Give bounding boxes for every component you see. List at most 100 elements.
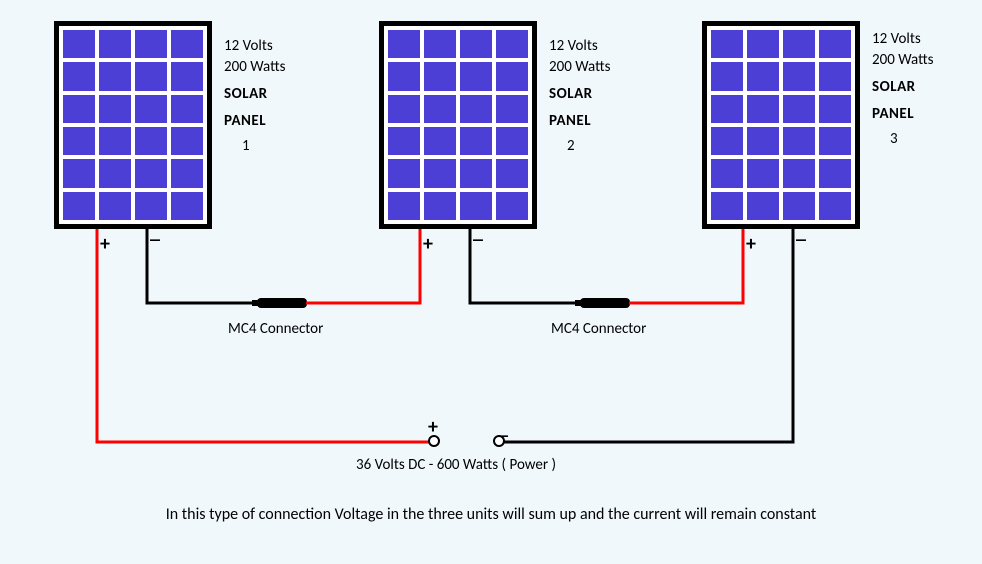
connection-description: In this type of connection Voltage in th… <box>0 505 982 524</box>
output-power-label: 36 Volts DC - 600 Watts ( Power ) <box>356 456 556 474</box>
solar-cell <box>460 95 492 123</box>
solar-cell <box>460 30 492 58</box>
solar-cell <box>388 30 420 58</box>
solar-cell <box>424 30 456 58</box>
solar-cell <box>388 95 420 123</box>
solar-cell <box>63 30 95 58</box>
solar-cell <box>711 159 743 187</box>
panel-1-pos-terminal-icon: + <box>100 234 110 254</box>
solar-panel-1 <box>54 21 212 229</box>
panel-1-number: 1 <box>224 136 334 157</box>
solar-cell <box>63 159 95 187</box>
solar-cell <box>819 62 851 90</box>
solar-cell <box>783 159 815 187</box>
panel-3-number: 3 <box>872 129 982 150</box>
solar-cell <box>388 192 420 220</box>
solar-cell <box>171 159 203 187</box>
solar-cell <box>135 159 167 187</box>
solar-cell <box>819 95 851 123</box>
solar-cell <box>424 127 456 155</box>
solar-cell <box>711 192 743 220</box>
solar-cell <box>63 95 95 123</box>
solar-cell <box>424 192 456 220</box>
panel-3-neg-terminal-icon: _ <box>796 222 806 242</box>
panel-3-watts: 200 Watts <box>872 50 982 71</box>
panel-1-labels: 12 Volts 200 Watts SOLAR PANEL 1 <box>224 36 334 157</box>
solar-panel-3 <box>702 21 860 229</box>
solar-cell <box>171 127 203 155</box>
solar-cell <box>135 95 167 123</box>
solar-cell <box>783 30 815 58</box>
mc4-connector-1-label: MC4 Connector <box>228 320 323 338</box>
solar-cell <box>135 192 167 220</box>
solar-cell <box>747 30 779 58</box>
solar-cell <box>711 62 743 90</box>
solar-cell <box>460 62 492 90</box>
mc4-connector-1-icon <box>257 298 307 308</box>
solar-cell <box>496 127 528 155</box>
panel-1-cell-grid <box>59 26 207 224</box>
solar-cell <box>711 127 743 155</box>
solar-cell <box>135 30 167 58</box>
solar-cell <box>819 127 851 155</box>
solar-cell <box>496 95 528 123</box>
solar-cell <box>460 159 492 187</box>
wire-panel3-neg-to-output <box>504 229 793 442</box>
solar-cell <box>171 95 203 123</box>
mc4-connector-2-icon <box>580 298 630 308</box>
panel-1-watts: 200 Watts <box>224 57 334 78</box>
solar-cell <box>496 62 528 90</box>
solar-cell <box>424 95 456 123</box>
solar-cell <box>747 192 779 220</box>
solar-cell <box>388 159 420 187</box>
solar-cell <box>388 62 420 90</box>
panel-3-volts: 12 Volts <box>872 29 982 50</box>
solar-cell <box>783 192 815 220</box>
panel-1-volts: 12 Volts <box>224 36 334 57</box>
panel-3-pos-terminal-icon: + <box>746 234 756 254</box>
solar-cell <box>99 127 131 155</box>
solar-cell <box>747 95 779 123</box>
solar-cell <box>496 192 528 220</box>
solar-cell <box>171 192 203 220</box>
panel-1-name-line1: SOLAR <box>224 84 334 105</box>
panel-2-labels: 12 Volts 200 Watts SOLAR PANEL 2 <box>549 36 659 157</box>
solar-panel-2 <box>379 21 537 229</box>
wire-panel1-neg-to-mc4-1 <box>147 229 260 303</box>
solar-cell <box>99 192 131 220</box>
solar-cell <box>496 30 528 58</box>
wire-panel3-pos-to-mc4-2 <box>629 229 743 303</box>
solar-cell <box>747 62 779 90</box>
wire-panel2-pos-to-mc4-1 <box>306 229 420 303</box>
panel-1-name-line2: PANEL <box>224 111 334 132</box>
solar-cell <box>99 159 131 187</box>
solar-cell <box>783 95 815 123</box>
output-pos-terminal-icon: + <box>428 417 438 437</box>
panel-2-name-line1: SOLAR <box>549 84 659 105</box>
solar-cell <box>460 192 492 220</box>
solar-cell <box>388 127 420 155</box>
panel-3-labels: 12 Volts 200 Watts SOLAR PANEL 3 <box>872 29 982 150</box>
solar-cell <box>99 95 131 123</box>
panel-2-pos-terminal-icon: + <box>423 234 433 254</box>
solar-cell <box>747 127 779 155</box>
solar-cell <box>711 95 743 123</box>
solar-cell <box>99 62 131 90</box>
panel-3-name-line2: PANEL <box>872 104 982 125</box>
solar-cell <box>171 62 203 90</box>
solar-cell <box>424 159 456 187</box>
solar-cell <box>711 30 743 58</box>
solar-cell <box>63 127 95 155</box>
solar-cell <box>99 30 131 58</box>
solar-cell <box>783 62 815 90</box>
panel-2-watts: 200 Watts <box>549 57 659 78</box>
solar-cell <box>63 192 95 220</box>
panel-2-neg-terminal-icon: _ <box>473 222 483 242</box>
solar-cell <box>819 192 851 220</box>
solar-cell <box>819 159 851 187</box>
solar-cell <box>783 127 815 155</box>
solar-cell <box>424 62 456 90</box>
solar-cell <box>747 159 779 187</box>
solar-cell <box>135 62 167 90</box>
panel-2-cell-grid <box>384 26 532 224</box>
